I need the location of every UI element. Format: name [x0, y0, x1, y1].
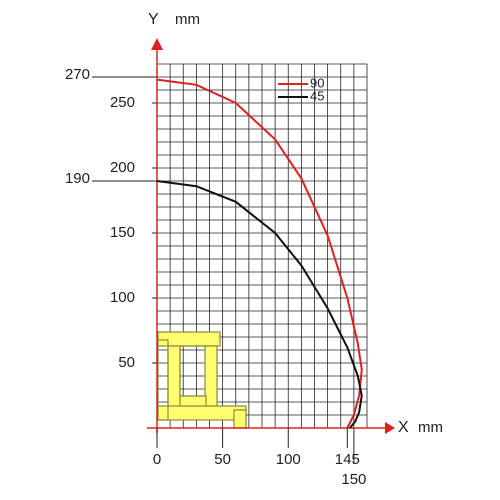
profile-part [157, 339, 169, 421]
x-tick-label: 0 [153, 451, 161, 468]
y-axis-label: Y [148, 11, 159, 28]
grid [156, 63, 368, 429]
profile-part [204, 345, 218, 407]
legend-label: 45 [310, 88, 324, 103]
x-axis-unit: mm [418, 419, 443, 436]
profile-part [157, 405, 247, 421]
y-arrow [151, 38, 163, 50]
series-line [156, 78, 363, 429]
y-marker-label: 190 [65, 170, 90, 187]
y-marker-label: 270 [65, 66, 90, 83]
y-tick-label: 150 [110, 224, 135, 241]
x-tick-label: 50 [214, 451, 231, 468]
x-tick-label: 150 [341, 471, 366, 488]
x-tick-label: 145 [335, 451, 360, 468]
y-axis-unit: mm [175, 11, 200, 28]
x-axis-label: X [398, 419, 409, 436]
profile-part [233, 409, 247, 429]
y-tick-label: 200 [110, 159, 135, 176]
series-line [156, 180, 363, 429]
profile-drawing [157, 331, 247, 429]
y-tick-label: 250 [110, 94, 135, 111]
profile-part [157, 331, 221, 347]
x-tick-label: 100 [276, 451, 301, 468]
y-tick-label: 50 [118, 354, 135, 371]
legend-label: 90 [310, 75, 324, 90]
profile-part [179, 395, 207, 407]
y-tick-label: 100 [110, 289, 135, 306]
x-arrow [385, 422, 395, 434]
